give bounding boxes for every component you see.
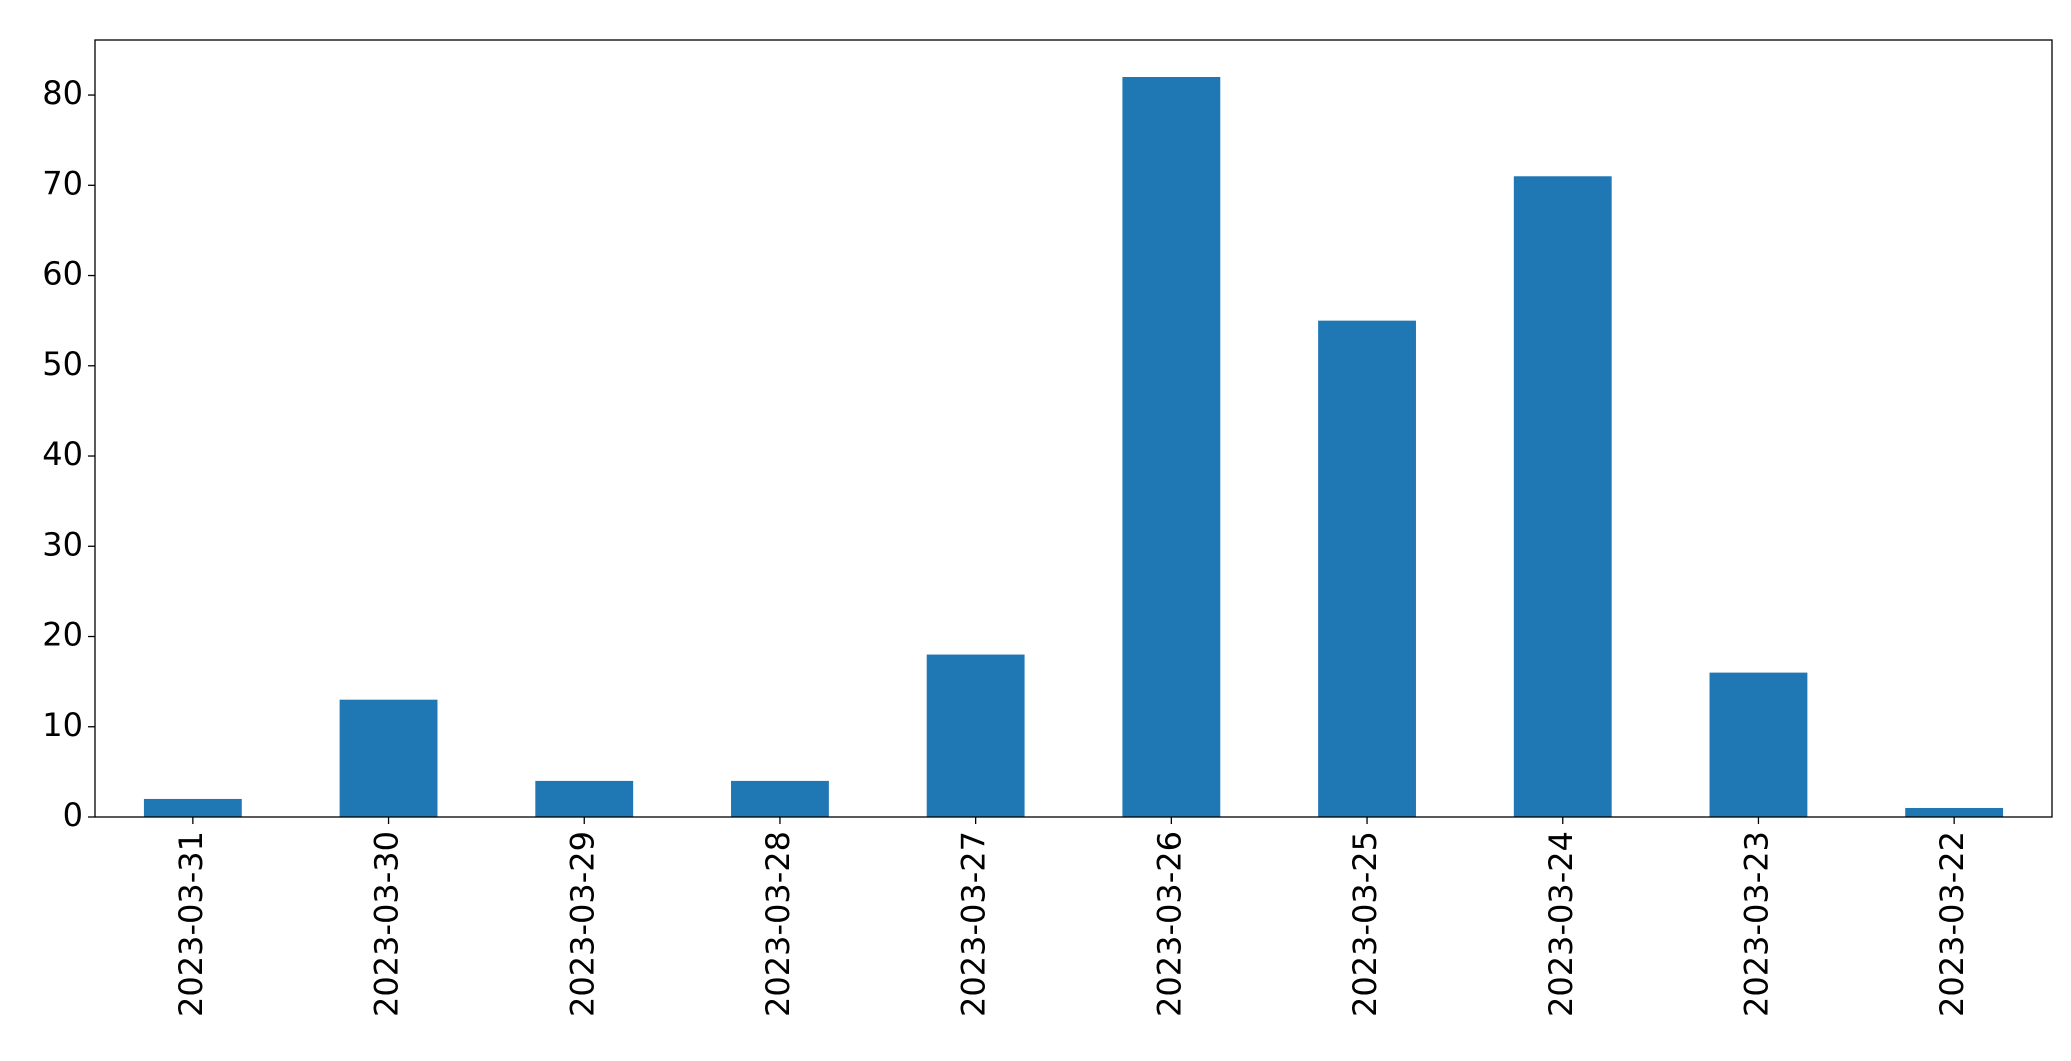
x-tick-label: 2023-03-26	[1150, 831, 1188, 1017]
y-tick-label: 10	[42, 706, 83, 744]
x-tick-label: 2023-03-25	[1346, 831, 1384, 1017]
y-tick-label: 70	[42, 164, 83, 202]
y-tick-label: 50	[42, 345, 83, 383]
x-tick-label: 2023-03-22	[1933, 831, 1971, 1017]
plot-frame	[94, 39, 2053, 818]
bar	[143, 798, 242, 817]
bar	[339, 699, 438, 817]
y-tick-label: 80	[42, 74, 83, 112]
x-tick-label: 2023-03-24	[1542, 831, 1580, 1017]
y-tick-label: 60	[42, 255, 83, 293]
y-tick-label: 0	[63, 796, 83, 834]
bar	[731, 780, 829, 817]
bar	[1709, 672, 1808, 817]
bar	[1513, 176, 1612, 817]
y-tick-label: 30	[42, 525, 83, 563]
bar	[926, 654, 1025, 817]
x-tick-label: 2023-03-27	[955, 831, 993, 1017]
bar	[1122, 77, 1221, 817]
x-tick-label: 2023-03-23	[1737, 831, 1775, 1017]
bar	[535, 780, 634, 817]
x-tick-label: 2023-03-28	[759, 831, 797, 1017]
x-tick-label: 2023-03-29	[563, 831, 601, 1017]
bar	[1318, 320, 1416, 817]
bar	[1905, 807, 2004, 817]
y-tick-label: 20	[42, 616, 83, 654]
y-tick-label: 40	[42, 435, 83, 473]
x-tick-label: 2023-03-30	[368, 831, 406, 1017]
x-tick-label: 2023-03-31	[172, 831, 210, 1017]
